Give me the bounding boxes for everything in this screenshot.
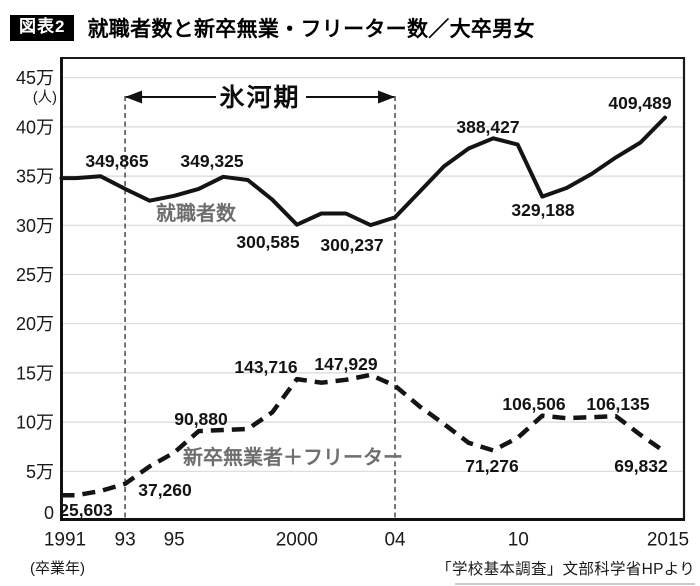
ice-age-arrowhead-right-icon (378, 90, 396, 104)
point-value-label: 25,603 (59, 500, 113, 520)
point-value-label: 349,325 (180, 151, 244, 171)
figure-header: 図表2 就職者数と新卒無業・フリーター数／大卒男女 (10, 13, 535, 43)
point-value-label: 300,585 (236, 232, 300, 252)
point-value-label: 106,135 (586, 394, 650, 414)
y-tick-label: 35万 (16, 167, 54, 187)
series-line-jobless-plus-freeter (61, 372, 667, 498)
y-tick-label: 10万 (16, 413, 54, 433)
series-name-label: 新卒無業者＋フリーター (183, 445, 403, 469)
point-value-label: 300,237 (320, 235, 383, 255)
ice-age-annotation: 氷河期 (220, 84, 301, 112)
point-value-label: 71,276 (465, 456, 519, 476)
ice-age-arrowhead-left-icon (125, 90, 143, 104)
series-line-employed-graduates (59, 115, 667, 228)
point-value-label: 147,929 (314, 354, 378, 374)
y-axis-unit-label: (人) (33, 89, 57, 106)
x-tick-label: 2015 (647, 530, 689, 551)
point-value-label: 409,489 (608, 93, 672, 113)
figure-label-badge: 図表2 (10, 15, 75, 41)
x-axis-note: (卒業年) (30, 560, 85, 577)
x-tick-label: 93 (115, 530, 136, 551)
point-value-label: 69,832 (614, 456, 668, 476)
point-value-label: 329,188 (511, 200, 575, 220)
point-value-label: 37,260 (138, 480, 192, 500)
point-value-label: 90,880 (174, 409, 228, 429)
chart-title: 就職者数と新卒無業・フリーター数／大卒男女 (87, 18, 535, 41)
series-name-label: 就職者数 (156, 201, 237, 225)
point-value-label: 388,427 (456, 117, 519, 137)
cropped-bottom-edge (455, 583, 695, 585)
x-tick-label: 2000 (276, 530, 318, 551)
x-tick-label: 04 (384, 530, 406, 551)
point-value-label: 106,506 (502, 394, 566, 414)
y-tick-label: 15万 (16, 363, 54, 383)
x-tick-label: 1991 (44, 530, 86, 551)
x-tick-label: 95 (164, 530, 185, 551)
y-tick-label: 40万 (16, 117, 54, 137)
source-credit: 「学校基本調査」文部科学省HPより (436, 561, 695, 578)
y-tick-label: 5万 (26, 462, 54, 482)
y-tick-label: 45万 (16, 68, 54, 88)
point-value-label: 143,716 (234, 357, 298, 377)
y-tick-label: 0 (44, 503, 54, 523)
point-value-label: 349,865 (85, 151, 149, 171)
y-tick-label: 25万 (16, 265, 54, 285)
y-tick-label: 30万 (16, 216, 54, 236)
y-tick-label: 20万 (16, 314, 54, 334)
x-tick-label: 10 (508, 530, 529, 551)
